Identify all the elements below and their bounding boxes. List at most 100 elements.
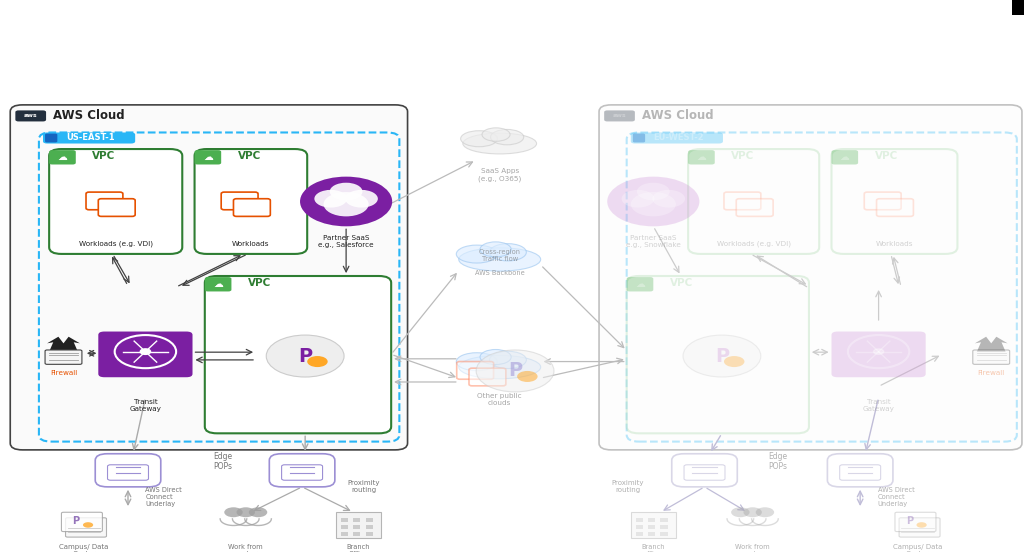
Circle shape: [237, 507, 255, 517]
Ellipse shape: [480, 242, 511, 257]
Circle shape: [517, 371, 538, 382]
Text: Proximity
routing: Proximity routing: [347, 480, 380, 493]
FancyBboxPatch shape: [688, 149, 819, 254]
Circle shape: [652, 190, 685, 208]
FancyBboxPatch shape: [49, 150, 76, 164]
Circle shape: [607, 177, 699, 226]
Text: US-EAST-1: US-EAST-1: [67, 134, 115, 142]
Text: Firewall: Firewall: [50, 370, 77, 376]
Text: Transit
Gateway: Transit Gateway: [862, 399, 895, 412]
Text: Firewall: Firewall: [978, 370, 1005, 376]
Circle shape: [314, 190, 347, 208]
FancyBboxPatch shape: [221, 192, 258, 210]
Ellipse shape: [459, 248, 541, 271]
Circle shape: [731, 507, 750, 517]
FancyBboxPatch shape: [66, 518, 106, 537]
Circle shape: [330, 183, 362, 200]
Text: VPC: VPC: [248, 278, 271, 288]
Circle shape: [476, 350, 554, 392]
Ellipse shape: [489, 243, 526, 261]
Text: Campus/ Data
Center: Campus/ Data Center: [893, 544, 942, 552]
Ellipse shape: [461, 131, 498, 147]
FancyBboxPatch shape: [15, 110, 46, 121]
Ellipse shape: [463, 133, 537, 154]
FancyBboxPatch shape: [10, 105, 408, 450]
Text: ☁: ☁: [213, 279, 223, 289]
FancyBboxPatch shape: [233, 199, 270, 216]
Text: Cross-region
Traffic flow

AWS Backbone: Cross-region Traffic flow AWS Backbone: [475, 249, 524, 275]
Circle shape: [637, 183, 670, 200]
FancyBboxPatch shape: [45, 134, 57, 142]
Text: P: P: [298, 347, 312, 365]
FancyBboxPatch shape: [877, 199, 913, 216]
Circle shape: [300, 177, 392, 226]
FancyBboxPatch shape: [98, 332, 193, 377]
Ellipse shape: [482, 128, 510, 141]
FancyBboxPatch shape: [366, 532, 373, 536]
FancyBboxPatch shape: [366, 518, 373, 522]
FancyBboxPatch shape: [457, 362, 494, 379]
Text: VPC: VPC: [731, 151, 755, 161]
FancyBboxPatch shape: [660, 518, 668, 522]
FancyBboxPatch shape: [341, 532, 348, 536]
Text: ☁: ☁: [203, 152, 213, 162]
Text: ☁: ☁: [635, 279, 645, 289]
FancyBboxPatch shape: [49, 149, 182, 254]
Circle shape: [324, 192, 369, 216]
Text: P: P: [508, 362, 522, 380]
Text: aws: aws: [612, 113, 627, 119]
FancyBboxPatch shape: [353, 525, 360, 529]
FancyBboxPatch shape: [469, 368, 506, 386]
Text: ☁: ☁: [840, 152, 850, 162]
Circle shape: [224, 507, 243, 517]
FancyBboxPatch shape: [269, 454, 335, 487]
FancyBboxPatch shape: [205, 277, 231, 291]
FancyBboxPatch shape: [61, 512, 102, 532]
FancyBboxPatch shape: [353, 532, 360, 536]
Text: Branch
Office
users: Branch Office users: [347, 544, 370, 552]
Circle shape: [622, 190, 654, 208]
FancyBboxPatch shape: [341, 518, 348, 522]
Circle shape: [307, 356, 328, 367]
Text: ☁: ☁: [57, 152, 68, 162]
Text: P: P: [73, 516, 79, 526]
Text: SaaS Apps
(e.g., O365): SaaS Apps (e.g., O365): [478, 168, 521, 182]
Ellipse shape: [457, 245, 498, 263]
Text: VPC: VPC: [874, 151, 898, 161]
Text: Proximity
routing: Proximity routing: [611, 480, 644, 493]
Polygon shape: [47, 337, 80, 352]
FancyBboxPatch shape: [831, 149, 957, 254]
FancyBboxPatch shape: [627, 276, 809, 433]
Text: AWS Cloud: AWS Cloud: [642, 109, 714, 122]
FancyBboxPatch shape: [1012, 0, 1024, 15]
Text: Partner SaaS
e.g., Salesforce: Partner SaaS e.g., Salesforce: [318, 235, 374, 248]
Text: Partner SaaS
e.g., Snowflake: Partner SaaS e.g., Snowflake: [626, 235, 681, 248]
Circle shape: [743, 507, 762, 517]
Text: Campus/ Data
Center: Campus/ Data Center: [59, 544, 109, 552]
Circle shape: [266, 335, 344, 377]
Circle shape: [756, 507, 774, 517]
FancyBboxPatch shape: [633, 134, 645, 142]
FancyBboxPatch shape: [660, 532, 668, 536]
FancyBboxPatch shape: [98, 199, 135, 216]
Text: VPC: VPC: [92, 151, 116, 161]
Text: VPC: VPC: [238, 151, 261, 161]
Circle shape: [873, 349, 884, 354]
FancyBboxPatch shape: [831, 332, 926, 377]
Text: P: P: [906, 516, 912, 526]
FancyBboxPatch shape: [831, 150, 858, 164]
Text: AWS Cloud: AWS Cloud: [53, 109, 125, 122]
FancyBboxPatch shape: [899, 518, 940, 537]
Text: VPC: VPC: [670, 278, 693, 288]
Text: Workloads (e.g. VDI): Workloads (e.g. VDI): [79, 241, 153, 247]
FancyBboxPatch shape: [205, 276, 391, 433]
Circle shape: [83, 522, 93, 528]
Text: Edge
POPs: Edge POPs: [214, 452, 232, 471]
Text: Work from
anywhere
users: Work from anywhere users: [735, 544, 770, 552]
Text: Transit
Gateway: Transit Gateway: [129, 399, 162, 412]
Text: Workloads (e.g. VDI): Workloads (e.g. VDI): [717, 241, 791, 247]
Ellipse shape: [489, 351, 526, 369]
FancyBboxPatch shape: [353, 518, 360, 522]
FancyBboxPatch shape: [599, 105, 1022, 450]
FancyBboxPatch shape: [636, 525, 643, 529]
